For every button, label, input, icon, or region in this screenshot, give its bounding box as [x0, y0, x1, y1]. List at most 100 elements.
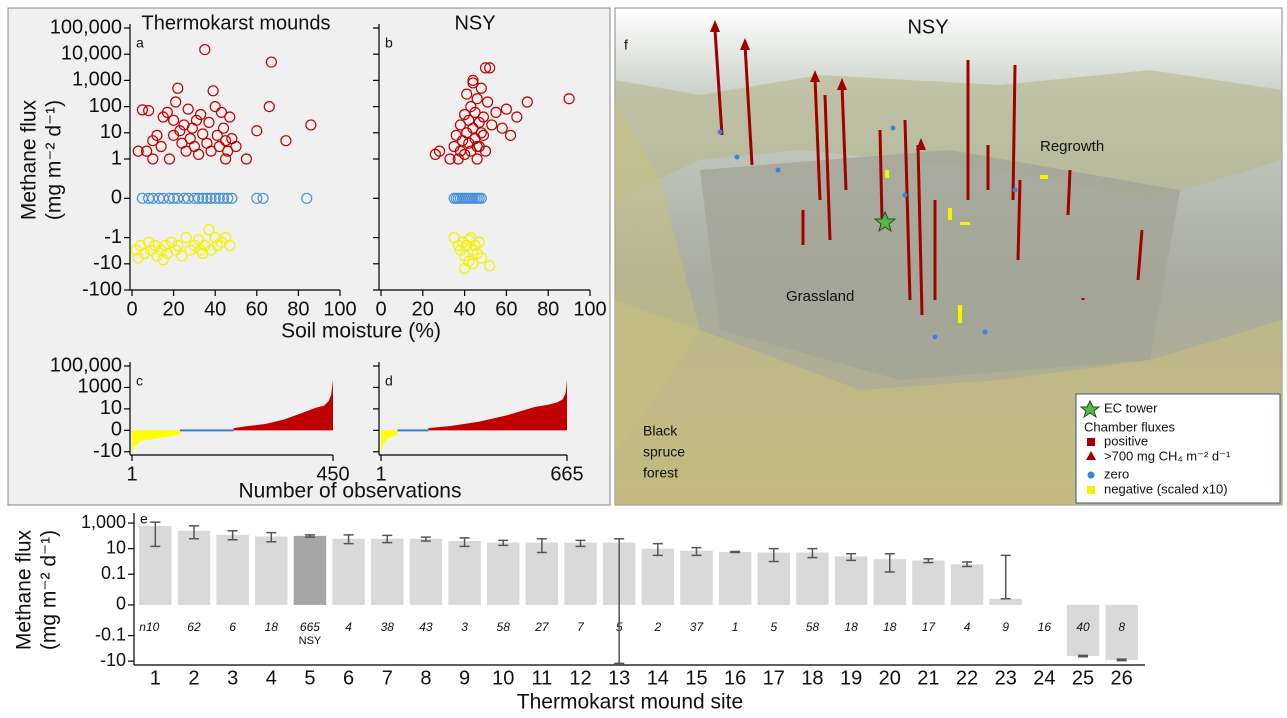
y-tick-label: 1000: [78, 376, 123, 398]
panel-f-title: NSY: [907, 16, 948, 38]
legend-star: [1079, 399, 1101, 419]
data-point: [143, 105, 155, 117]
data-point: [197, 192, 209, 204]
data-point: [224, 111, 236, 123]
x-tick-label: 16: [724, 667, 746, 689]
error-bar: [1116, 658, 1127, 662]
legend-swatch: [1087, 486, 1095, 494]
data-point: [151, 250, 163, 262]
data-point: [195, 244, 207, 256]
legend-swatch: [1087, 471, 1095, 479]
ec-tower-marker: [873, 210, 897, 233]
data-point: [481, 96, 494, 108]
data-point: [207, 85, 219, 97]
place-label: Grassland: [786, 288, 854, 305]
data-point: [263, 100, 275, 113]
x-tick-label: 25: [1072, 667, 1094, 689]
panel-letter: e: [140, 511, 148, 527]
n-label: 18: [844, 620, 858, 634]
data-point: [174, 125, 186, 137]
data-point: [479, 145, 492, 157]
y-tick-label: 10: [106, 537, 126, 557]
y-tick-label: 1,000: [81, 512, 126, 532]
bar: [834, 556, 868, 605]
forest-label: Black: [643, 423, 678, 439]
x-tick-label: 19: [840, 667, 862, 689]
x-tick-label: 80: [537, 298, 559, 320]
data-point: [280, 135, 292, 147]
data-point: [199, 43, 211, 56]
terrain-grassland: [700, 150, 1180, 380]
y-tick-label: 10,000: [61, 42, 122, 64]
data-point: [136, 104, 148, 116]
legend-header: Chamber fluxes: [1084, 419, 1176, 434]
data-point: [477, 111, 490, 123]
data-point: [220, 135, 232, 147]
data-point: [459, 108, 471, 121]
legend-label: negative (scaled x10): [1104, 481, 1228, 496]
y-tick-label: -10: [100, 650, 126, 670]
y-tick-label: 0.1: [101, 563, 126, 583]
data-point: [469, 106, 481, 119]
data-point: [463, 234, 475, 246]
legend-label: EC tower: [1104, 400, 1158, 415]
bar: [371, 538, 404, 605]
data-point: [140, 145, 153, 157]
x-axis-label: Soil moisture (%): [281, 320, 441, 343]
error-bar: [923, 558, 934, 564]
data-point: [209, 100, 221, 113]
error-bar: [498, 539, 509, 547]
data-point: [471, 153, 483, 165]
panel-f: NSY f Regrowth Grassland Black spruce fo…: [614, 7, 1283, 506]
legend-swatch: [1087, 438, 1095, 446]
x-tick-label: 20: [879, 667, 901, 689]
data-point: [161, 106, 173, 119]
data-point: [490, 106, 502, 119]
n-label: 43: [419, 620, 433, 634]
data-point: [444, 153, 456, 165]
data-point: [486, 119, 498, 131]
terrain-slope: [615, 100, 700, 450]
bar: [796, 552, 829, 605]
x-tick-label: 1: [375, 463, 386, 485]
bar: [680, 550, 713, 605]
data-point: [433, 145, 446, 157]
x-tick-label: 1: [150, 667, 161, 689]
bar: [718, 551, 752, 605]
n-label: 27: [534, 620, 550, 634]
data-point: [151, 129, 163, 141]
data-point: [201, 192, 213, 204]
error-bar: [846, 553, 857, 562]
data-point: [163, 192, 176, 204]
bar: [448, 540, 481, 605]
data-point: [163, 153, 176, 165]
data-point: [484, 62, 496, 74]
x-tick-label: 40: [453, 298, 475, 320]
panel-title: Thermokarst mounds: [142, 12, 331, 34]
n-label: 18: [265, 620, 279, 634]
negative-marks: [885, 170, 1048, 323]
y-tick-label: 0: [111, 187, 122, 209]
bar: [950, 564, 984, 605]
y-tick-label: 0: [116, 594, 126, 614]
data-point: [155, 140, 167, 153]
y-tick-label: -10: [93, 252, 122, 274]
data-point: [203, 224, 215, 236]
data-point: [251, 192, 263, 204]
bar: [177, 530, 211, 605]
legend-box: [1075, 393, 1281, 504]
x-tick-label: 18: [801, 667, 823, 689]
error-bar: [730, 550, 741, 554]
data-point: [265, 56, 277, 68]
y-axis-label: Methane flux: [13, 529, 36, 650]
forest-label: spruce: [643, 444, 685, 460]
legend-label: zero: [1104, 466, 1129, 481]
data-point: [222, 192, 234, 204]
data-point: [467, 77, 479, 89]
x-tick-label: 14: [647, 667, 669, 689]
data-point: [459, 148, 471, 160]
n-label: 62: [187, 620, 201, 634]
n-label: 37: [690, 620, 705, 634]
n-label: 58: [497, 620, 511, 634]
